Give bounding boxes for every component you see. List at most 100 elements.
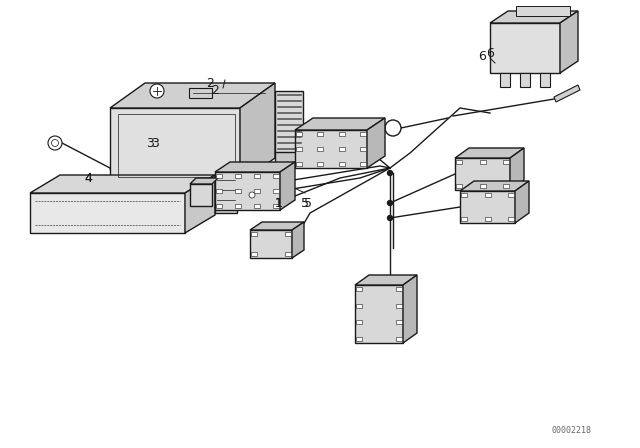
Bar bbox=[356, 320, 362, 324]
Text: 1: 1 bbox=[275, 197, 283, 210]
Bar bbox=[360, 162, 366, 166]
Bar bbox=[456, 160, 462, 164]
Bar bbox=[296, 147, 302, 151]
Circle shape bbox=[51, 139, 58, 146]
Polygon shape bbox=[189, 88, 212, 98]
Bar bbox=[296, 132, 302, 136]
Bar bbox=[479, 184, 486, 188]
Bar bbox=[396, 304, 402, 308]
Bar bbox=[461, 193, 467, 197]
Polygon shape bbox=[490, 11, 578, 23]
Text: 2: 2 bbox=[211, 83, 219, 96]
Text: 6: 6 bbox=[486, 47, 494, 60]
Polygon shape bbox=[510, 148, 524, 190]
Polygon shape bbox=[275, 152, 303, 163]
Polygon shape bbox=[540, 73, 550, 87]
Polygon shape bbox=[240, 83, 275, 183]
Bar bbox=[235, 174, 241, 178]
Polygon shape bbox=[554, 85, 580, 102]
Bar bbox=[235, 204, 241, 208]
Polygon shape bbox=[215, 162, 295, 172]
Bar bbox=[317, 162, 323, 166]
Polygon shape bbox=[460, 181, 529, 191]
Bar bbox=[360, 147, 366, 151]
Polygon shape bbox=[275, 91, 303, 153]
Text: 4: 4 bbox=[84, 172, 92, 185]
Bar bbox=[396, 287, 402, 291]
Polygon shape bbox=[30, 175, 215, 193]
Bar bbox=[356, 337, 362, 341]
Bar bbox=[254, 204, 260, 208]
Bar bbox=[356, 304, 362, 308]
Circle shape bbox=[385, 120, 401, 136]
Polygon shape bbox=[515, 181, 529, 223]
Bar bbox=[216, 189, 222, 193]
Bar bbox=[508, 193, 514, 197]
Bar bbox=[216, 174, 222, 178]
Polygon shape bbox=[250, 222, 304, 230]
Text: 4: 4 bbox=[84, 172, 92, 185]
Polygon shape bbox=[355, 275, 417, 285]
Polygon shape bbox=[292, 222, 304, 258]
Bar bbox=[273, 174, 279, 178]
Bar bbox=[339, 162, 345, 166]
Bar bbox=[254, 189, 260, 193]
Bar bbox=[484, 217, 490, 221]
Bar bbox=[339, 147, 345, 151]
Text: 1: 1 bbox=[275, 197, 283, 210]
Text: 00002218: 00002218 bbox=[552, 426, 592, 435]
Polygon shape bbox=[215, 172, 280, 210]
Bar bbox=[461, 217, 467, 221]
Bar bbox=[317, 132, 323, 136]
Bar bbox=[235, 189, 241, 193]
Bar bbox=[479, 160, 486, 164]
Bar bbox=[251, 232, 257, 236]
Bar bbox=[296, 162, 302, 166]
Polygon shape bbox=[520, 73, 530, 87]
Polygon shape bbox=[80, 178, 110, 191]
Circle shape bbox=[387, 215, 392, 220]
Circle shape bbox=[387, 171, 392, 176]
Text: 6: 6 bbox=[478, 49, 486, 63]
Polygon shape bbox=[110, 83, 275, 108]
Polygon shape bbox=[355, 285, 403, 343]
Circle shape bbox=[246, 189, 258, 201]
Polygon shape bbox=[455, 148, 524, 158]
Bar bbox=[503, 160, 509, 164]
Polygon shape bbox=[185, 175, 215, 233]
Polygon shape bbox=[367, 118, 385, 168]
Polygon shape bbox=[490, 23, 560, 73]
Circle shape bbox=[150, 84, 164, 98]
Polygon shape bbox=[110, 108, 240, 183]
Polygon shape bbox=[215, 177, 237, 213]
Polygon shape bbox=[295, 118, 385, 130]
Bar bbox=[508, 217, 514, 221]
Bar bbox=[356, 287, 362, 291]
Polygon shape bbox=[460, 191, 515, 223]
Polygon shape bbox=[280, 162, 295, 210]
Bar bbox=[285, 232, 291, 236]
Bar bbox=[273, 204, 279, 208]
Bar bbox=[216, 204, 222, 208]
Polygon shape bbox=[455, 158, 510, 190]
Polygon shape bbox=[190, 178, 218, 184]
Circle shape bbox=[48, 136, 62, 150]
Bar bbox=[484, 193, 490, 197]
Bar bbox=[360, 132, 366, 136]
Bar bbox=[285, 252, 291, 256]
Text: 3: 3 bbox=[146, 137, 154, 150]
Polygon shape bbox=[295, 130, 367, 168]
Bar bbox=[456, 184, 462, 188]
Text: 2: 2 bbox=[206, 77, 214, 90]
Bar bbox=[317, 147, 323, 151]
Bar bbox=[503, 184, 509, 188]
Polygon shape bbox=[516, 6, 570, 16]
Polygon shape bbox=[190, 184, 212, 206]
Bar bbox=[396, 337, 402, 341]
Circle shape bbox=[387, 201, 392, 206]
Polygon shape bbox=[120, 180, 242, 188]
Text: 5: 5 bbox=[301, 197, 309, 210]
Polygon shape bbox=[560, 11, 578, 73]
Polygon shape bbox=[500, 73, 510, 87]
Circle shape bbox=[249, 192, 255, 198]
